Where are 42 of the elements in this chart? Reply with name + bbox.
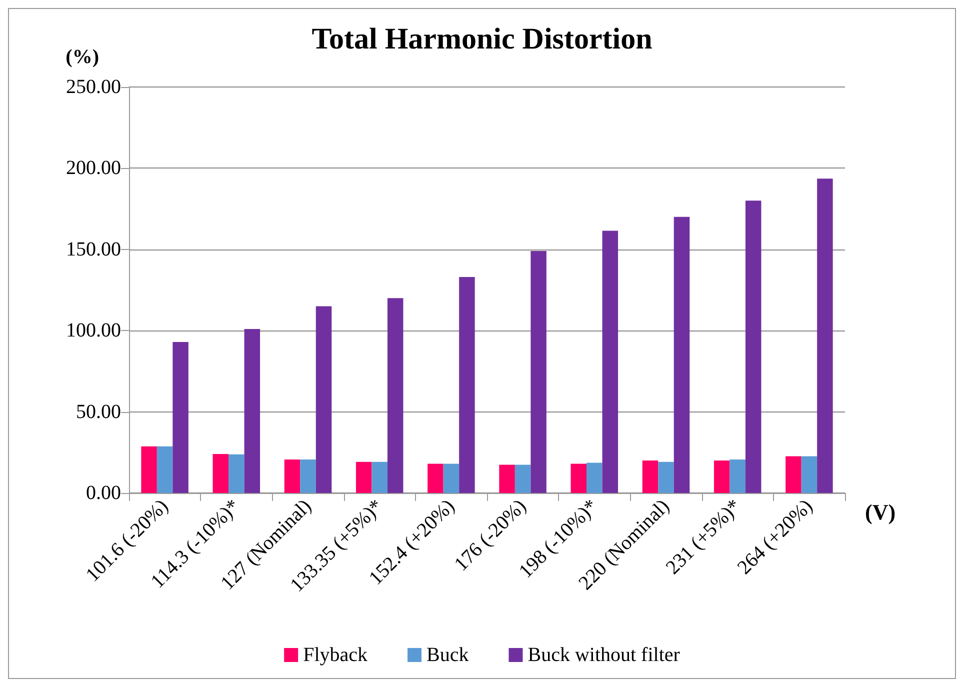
bar bbox=[244, 328, 260, 493]
chart-title: Total Harmonic Distortion bbox=[312, 22, 653, 56]
y-tick-label: 150.00 bbox=[66, 238, 121, 260]
legend-label: Buck bbox=[426, 644, 469, 666]
y-tick-label: 250.00 bbox=[66, 76, 121, 98]
y-tick-label: 200.00 bbox=[66, 157, 121, 180]
bar bbox=[658, 462, 674, 493]
y-tick-label: 0.00 bbox=[86, 482, 121, 504]
legend-label: Flyback bbox=[303, 644, 368, 666]
bar bbox=[316, 306, 332, 493]
y-axis-title: (%) bbox=[66, 46, 99, 68]
bar bbox=[674, 216, 690, 493]
bar bbox=[499, 464, 515, 493]
y-tick-label: 50.00 bbox=[76, 400, 121, 423]
bar bbox=[714, 460, 730, 493]
bar bbox=[642, 460, 658, 493]
bar bbox=[356, 462, 372, 493]
bar bbox=[514, 464, 531, 493]
bar bbox=[212, 454, 229, 493]
bar bbox=[300, 460, 316, 493]
bar bbox=[817, 178, 833, 493]
legend-label: Buck without filter bbox=[528, 644, 680, 666]
bar bbox=[602, 230, 618, 493]
y-tick-label: 100.00 bbox=[66, 320, 121, 342]
bar bbox=[372, 462, 388, 493]
bar bbox=[570, 464, 587, 493]
bar bbox=[284, 460, 300, 493]
bar bbox=[801, 456, 818, 493]
bar bbox=[443, 464, 460, 493]
bar bbox=[586, 462, 602, 493]
bar bbox=[156, 446, 173, 493]
bar bbox=[387, 298, 404, 493]
bar bbox=[172, 342, 188, 493]
bar bbox=[228, 454, 244, 493]
bar bbox=[786, 456, 802, 493]
bar bbox=[730, 460, 746, 493]
bar bbox=[530, 251, 546, 493]
bar bbox=[459, 277, 475, 493]
bar bbox=[428, 464, 444, 493]
x-axis-title: (V) bbox=[865, 500, 896, 524]
bar bbox=[745, 200, 762, 493]
bar bbox=[141, 446, 157, 493]
